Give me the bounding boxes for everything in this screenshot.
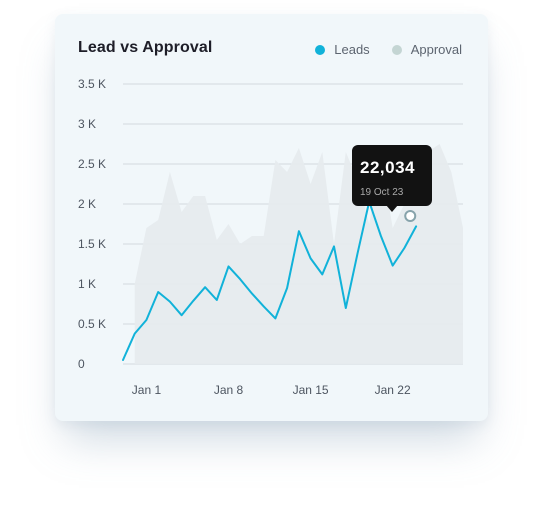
x-tick-label: Jan 1 <box>132 383 162 397</box>
tooltip-date: 19 Oct 23 <box>360 187 432 198</box>
y-tick-label: 0 <box>78 357 85 371</box>
y-tick-label: 2 K <box>78 197 96 211</box>
chart-tooltip: 22,034 19 Oct 23 <box>352 145 432 206</box>
tooltip-value: 22,034 <box>360 158 432 178</box>
x-tick-label: Jan 8 <box>214 383 244 397</box>
line-chart: 0 0.5 K 1 K 1.5 K 2 K 2.5 K 3 K 3.5 K Jan 1 Jan 8… <box>55 14 488 421</box>
y-tick-label: 2.5 K <box>78 157 106 171</box>
y-tick-label: 3 K <box>78 117 96 131</box>
y-tick-label: 1.5 K <box>78 237 106 251</box>
y-tick-label: 0.5 K <box>78 317 106 331</box>
tooltip-marker <box>405 211 415 221</box>
y-tick-label: 1 K <box>78 277 96 291</box>
x-tick-label: Jan 15 <box>293 383 329 397</box>
y-tick-label: 3.5 K <box>78 77 106 91</box>
x-tick-label: Jan 22 <box>375 383 411 397</box>
